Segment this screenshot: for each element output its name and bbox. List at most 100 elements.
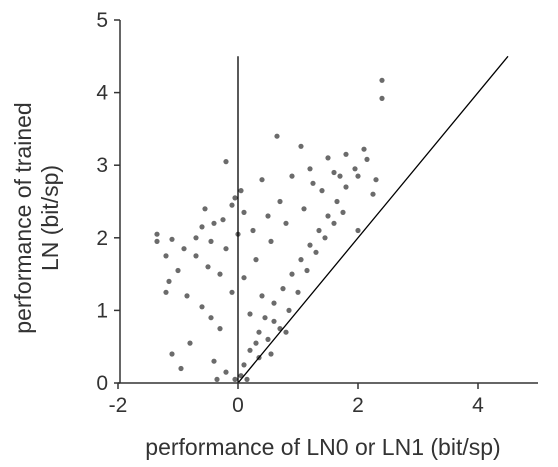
data-point [337, 173, 343, 179]
data-point [208, 238, 214, 244]
y-tick-label: 2 [96, 227, 108, 250]
data-point [316, 227, 322, 234]
x-axis-label: performance of LN0 or LN1 (bit/sp) [145, 434, 500, 460]
data-point [247, 347, 253, 353]
data-point [265, 213, 271, 219]
data-point [304, 267, 310, 274]
data-point [286, 307, 292, 313]
data-point [277, 198, 283, 205]
data-point [331, 169, 337, 176]
data-point [253, 340, 259, 346]
data-point [199, 304, 205, 310]
data-point [301, 206, 307, 212]
data-point [247, 311, 253, 317]
data-point [241, 209, 247, 215]
data-point [334, 198, 340, 205]
data-point [268, 351, 274, 357]
reference-lines [237, 55, 509, 384]
data-point [364, 156, 370, 162]
data-point [238, 188, 244, 194]
y-axis-label-line-1: performance of trained [10, 102, 36, 333]
data-point [223, 159, 229, 165]
data-point [166, 278, 172, 284]
data-point [274, 133, 280, 139]
x-tick-label: 4 [472, 394, 484, 417]
y-tick-label: 5 [96, 9, 108, 32]
identity-line [237, 55, 509, 384]
data-point [283, 220, 289, 226]
data-point [313, 249, 319, 255]
data-point [373, 177, 379, 183]
data-point [232, 376, 238, 382]
y-tick-label: 1 [96, 299, 108, 322]
data-point [229, 289, 235, 295]
points-layer [154, 77, 385, 382]
data-point [298, 143, 304, 149]
data-point [265, 336, 271, 342]
data-point [319, 188, 325, 194]
data-point [214, 376, 220, 382]
data-point [256, 329, 262, 335]
data-point [253, 257, 259, 263]
data-point [244, 376, 250, 382]
data-point [280, 286, 286, 292]
data-point [343, 184, 349, 190]
data-point [217, 326, 223, 332]
data-point [163, 289, 169, 295]
data-point [241, 275, 247, 281]
data-point [187, 340, 193, 346]
data-point [343, 151, 349, 157]
data-point [271, 318, 277, 324]
data-point [232, 195, 238, 201]
data-point [352, 166, 358, 172]
data-point [268, 238, 274, 244]
data-point [355, 173, 361, 179]
data-point [199, 224, 205, 230]
data-point [325, 213, 331, 219]
data-point [181, 246, 187, 252]
x-tick-label: 0 [232, 394, 244, 417]
data-point [340, 209, 346, 215]
data-point [379, 77, 385, 83]
data-point [211, 358, 217, 364]
data-point [361, 146, 367, 152]
data-point [229, 202, 235, 208]
data-point [271, 300, 277, 306]
data-point [262, 315, 268, 321]
data-point [205, 264, 211, 270]
data-point [259, 177, 265, 183]
y-tick-label: 3 [96, 154, 108, 177]
data-point [241, 362, 247, 368]
data-point [307, 166, 313, 172]
data-point [298, 257, 304, 263]
data-point [289, 173, 295, 179]
data-point [178, 365, 184, 372]
data-point [220, 217, 226, 223]
data-point [355, 227, 361, 234]
data-point [295, 289, 301, 295]
data-point [223, 369, 229, 375]
data-point [223, 246, 229, 252]
data-point [175, 267, 181, 274]
data-point [283, 329, 289, 335]
data-point [289, 271, 295, 277]
data-point [193, 235, 199, 241]
data-point [259, 293, 265, 299]
axes [114, 19, 538, 389]
x-tick-label: 2 [352, 394, 364, 417]
data-point [379, 95, 385, 101]
data-point [307, 242, 313, 248]
data-point [163, 253, 169, 259]
x-tick-label: -2 [109, 394, 128, 417]
data-point [193, 253, 199, 259]
data-point [370, 191, 376, 197]
data-point [154, 231, 160, 237]
data-point [169, 351, 175, 357]
data-point [217, 271, 223, 277]
data-point [169, 236, 175, 242]
data-point [202, 206, 208, 212]
data-point [331, 220, 337, 226]
y-tick-label: 0 [96, 372, 108, 395]
